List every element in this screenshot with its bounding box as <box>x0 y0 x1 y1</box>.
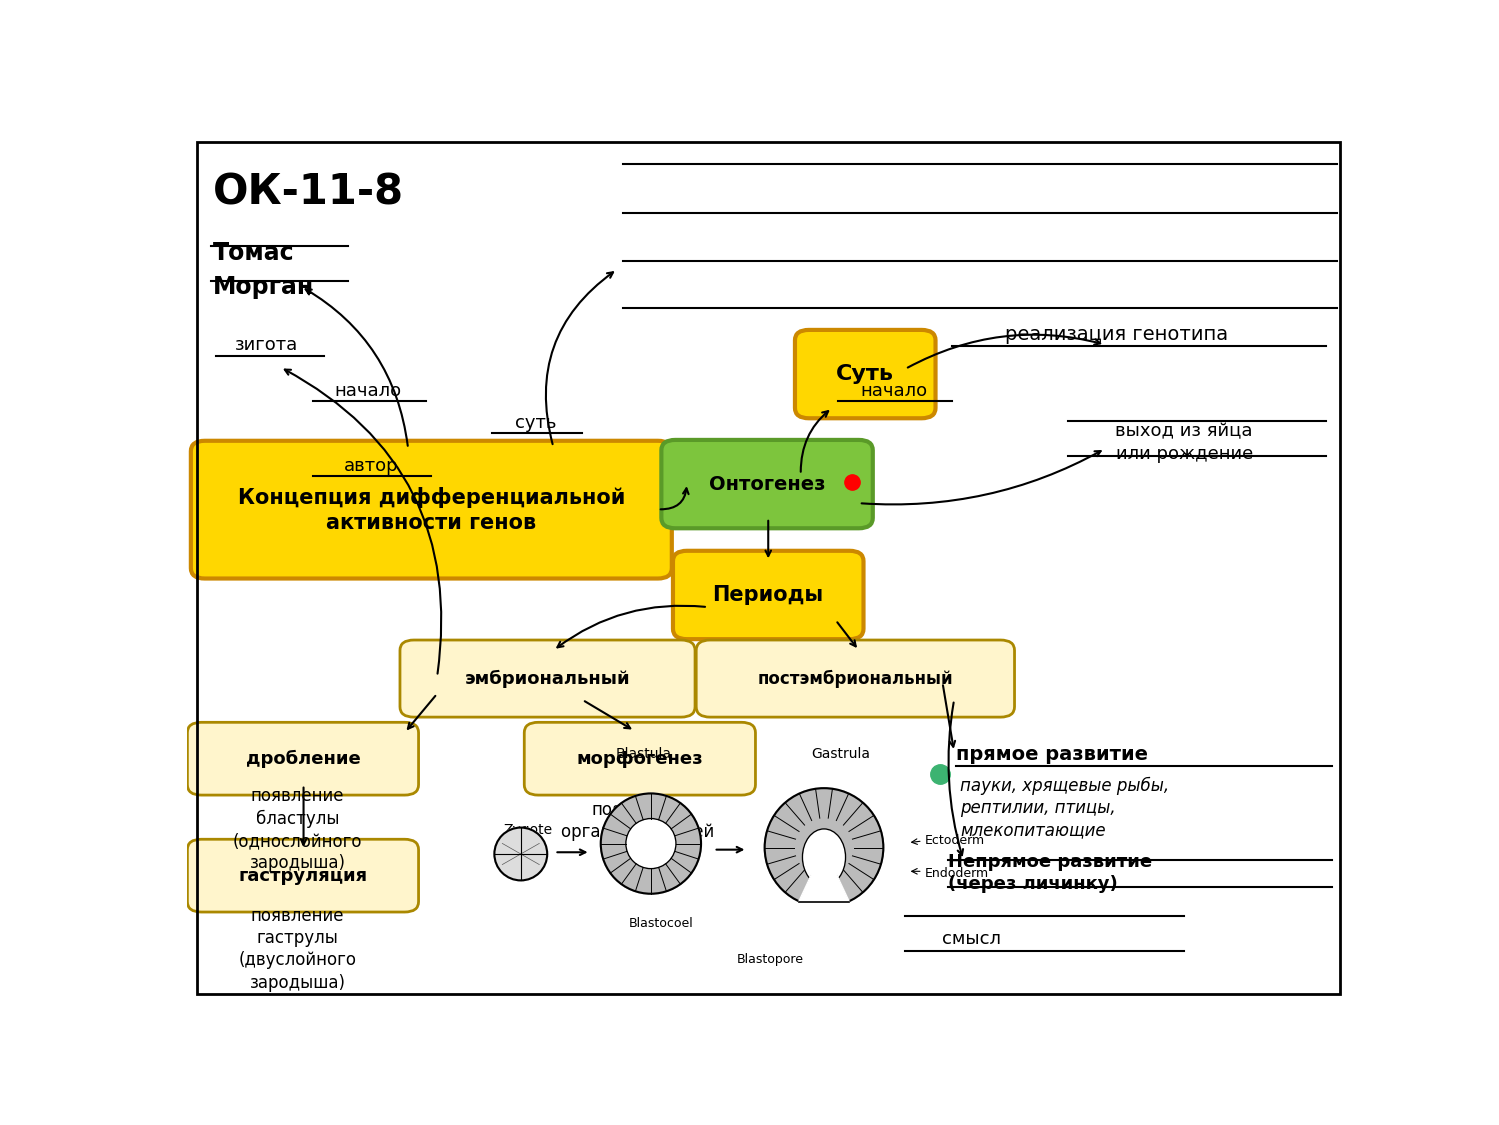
Text: Онтогенез: Онтогенез <box>709 475 826 494</box>
Text: автор: автор <box>343 457 399 475</box>
Text: пауки, хрящевые рыбы,
рептилии, птицы,
млекопитающие: пауки, хрящевые рыбы, рептилии, птицы, м… <box>959 776 1169 839</box>
Text: морфогенез: морфогенез <box>577 749 703 767</box>
Text: Периоды: Периоды <box>712 585 824 605</box>
Text: начало: начало <box>334 381 402 399</box>
Text: Blastocoel: Blastocoel <box>630 917 694 929</box>
Text: Ectoderm: Ectoderm <box>925 835 985 847</box>
Text: Морган: Морган <box>213 276 315 299</box>
Text: появление
гаструлы
(двуслойного
зародыша): появление гаструлы (двуслойного зародыша… <box>238 907 357 991</box>
Text: Zygote: Zygote <box>504 822 552 837</box>
Text: Gastrula: Gastrula <box>811 747 869 762</box>
FancyBboxPatch shape <box>400 640 696 717</box>
Text: дробление: дробление <box>246 749 360 767</box>
Text: ОК-11-8: ОК-11-8 <box>213 171 405 214</box>
Text: Непрямое развитие
(через личинку): Непрямое развитие (через личинку) <box>949 853 1153 893</box>
FancyBboxPatch shape <box>794 330 935 418</box>
FancyBboxPatch shape <box>190 441 672 578</box>
Text: Blastopore: Blastopore <box>738 953 803 966</box>
Text: появление
органов и тканей: появление органов и тканей <box>562 801 715 842</box>
Text: Концепция дифференциальной
активности генов: Концепция дифференциальной активности ге… <box>238 487 625 532</box>
FancyBboxPatch shape <box>661 440 872 529</box>
Text: Endoderm: Endoderm <box>925 866 989 880</box>
Text: реализация генотипа: реализация генотипа <box>1006 325 1228 344</box>
FancyBboxPatch shape <box>187 722 418 795</box>
Text: начало: начало <box>860 381 928 399</box>
Text: гаструляция: гаструляция <box>238 866 367 884</box>
Text: эмбриональный: эмбриональный <box>465 669 630 687</box>
Text: прямое развитие: прямое развитие <box>956 745 1148 764</box>
Text: смысл: смысл <box>943 930 1001 948</box>
FancyBboxPatch shape <box>673 551 863 639</box>
FancyBboxPatch shape <box>696 640 1015 717</box>
Text: Blastula: Blastula <box>616 747 672 762</box>
Text: выход из яйца
или рождение: выход из яйца или рождение <box>1115 422 1253 462</box>
Text: Суть: Суть <box>836 364 895 384</box>
Text: Томас: Томас <box>213 241 295 264</box>
Text: появление
бластулы
(однослойного
зародыша): появление бластулы (однослойного зародыш… <box>232 788 363 872</box>
Text: зигота: зигота <box>235 335 298 353</box>
FancyBboxPatch shape <box>187 839 418 912</box>
Text: постэмбриональный: постэмбриональный <box>757 669 953 687</box>
Text: суть: суть <box>516 414 556 432</box>
FancyBboxPatch shape <box>525 722 755 795</box>
